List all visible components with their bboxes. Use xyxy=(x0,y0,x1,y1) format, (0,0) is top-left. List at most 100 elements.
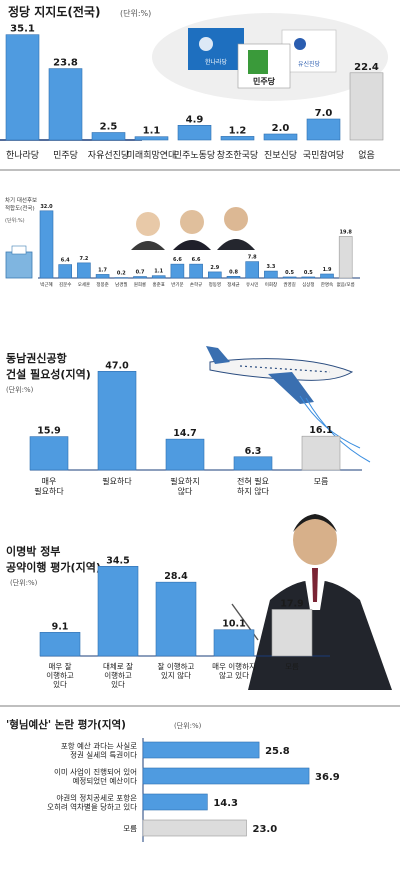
value-label-15: 1.9 xyxy=(323,267,332,273)
value-label-0: 9.1 xyxy=(52,621,69,632)
value-label-5: 1.2 xyxy=(229,125,247,136)
pledge-title-line2: 공약이행 평가(지역) xyxy=(6,560,101,574)
category-label-13: 권영길 xyxy=(283,281,295,288)
category-label-3-0: 전혀 필요 xyxy=(237,476,269,486)
category-label-0-0: 포항 예산 과다는 사실로 xyxy=(61,741,137,751)
bar-10 xyxy=(226,276,241,279)
value-label-1: 23.8 xyxy=(53,58,78,69)
candidate-portraits xyxy=(131,207,255,250)
airplane-windows xyxy=(239,365,331,373)
president-face xyxy=(293,515,337,565)
portrait-3-face xyxy=(224,207,248,231)
president-tie xyxy=(312,568,318,602)
party-support-title: 정당 지지도(전국) xyxy=(8,4,100,19)
bar-4 xyxy=(177,125,212,141)
bar-5 xyxy=(220,136,255,141)
bar-3 xyxy=(233,456,273,471)
president-hair xyxy=(293,514,337,532)
category-label-2-0: 필요하지 xyxy=(170,476,199,486)
portrait-2-body xyxy=(173,240,211,250)
value-label-6: 2.0 xyxy=(272,123,290,134)
bar-6 xyxy=(151,275,166,279)
value-label-1: 36.9 xyxy=(315,772,340,783)
value-label-4: 17.9 xyxy=(280,598,303,609)
logo-minju-text: 민주당 xyxy=(253,76,276,86)
bar-3 xyxy=(134,136,169,141)
category-label-14: 심상정 xyxy=(302,281,314,288)
logo-hannara-box xyxy=(188,28,244,70)
portrait-3-body xyxy=(217,239,255,250)
airplane-tail xyxy=(206,346,230,364)
category-label-5: 창조한국당 xyxy=(217,150,258,161)
category-label-1-1: 예정되었던 예산이다 xyxy=(73,776,138,786)
bar-7 xyxy=(170,263,185,279)
category-label-1-0: 이미 사업이 진행되어 있어 xyxy=(54,767,137,777)
category-label-16: 없음/모름 xyxy=(337,281,355,288)
category-label-11: 유시민 xyxy=(246,281,258,288)
category-label-0: 한나라당 xyxy=(6,150,39,161)
value-label-11: 7.8 xyxy=(248,255,257,261)
bar-11 xyxy=(245,261,259,279)
portrait-1-body xyxy=(131,241,165,250)
value-label-3: 6.3 xyxy=(245,446,262,457)
category-label-2-0: 잘 이행하고 xyxy=(158,661,195,671)
logo-minju: 민주당 xyxy=(237,43,291,89)
bar-3 xyxy=(95,274,110,279)
hbar-2 xyxy=(142,793,208,811)
party-support-bars: 35.1 한나라당 23.8 민주당 2.5 자유선진당 1.1 미래희망연대 4.9 민주노동당… xyxy=(0,24,384,161)
bar-15 xyxy=(320,273,334,279)
value-label-0: 25.8 xyxy=(265,746,290,757)
pledge-title-line1: 이명박 정부 xyxy=(6,544,60,558)
budget-title: '형님예산' 논란 평가(지역) xyxy=(6,718,126,731)
category-label-9: 정동영 xyxy=(209,281,221,288)
value-label-1: 47.0 xyxy=(105,360,129,371)
logo-yusin: 유신진당 xyxy=(281,29,337,73)
value-label-7: 6.6 xyxy=(173,257,182,263)
value-label-0: 15.9 xyxy=(37,426,60,437)
value-label-16: 19.8 xyxy=(340,229,353,235)
bar-5 xyxy=(133,276,147,279)
category-label-0-1: 필요하다 xyxy=(34,486,64,496)
category-label-2: 자유선진당 xyxy=(88,150,129,161)
bar-0 xyxy=(39,210,54,279)
category-label-10: 정세균 xyxy=(227,281,239,288)
value-label-3: 23.0 xyxy=(253,824,278,835)
party-support-unit: (단위:%) xyxy=(120,8,151,18)
value-label-13: 0.5 xyxy=(285,270,294,276)
airport-unit: (단위:%) xyxy=(6,385,34,394)
bar-0 xyxy=(5,34,40,141)
value-label-5: 0.7 xyxy=(136,270,145,276)
value-label-1: 6.4 xyxy=(61,258,70,264)
value-label-3: 1.1 xyxy=(143,126,161,137)
budget-unit: (단위:%) xyxy=(174,721,202,730)
bar-0 xyxy=(39,632,81,657)
logo-yusin-box xyxy=(281,29,337,73)
category-label-0-1: 정권 실세의 특권이다 xyxy=(70,750,137,760)
ballot-box-illustration xyxy=(5,245,33,279)
bar-13 xyxy=(282,276,297,279)
logo-hannara-text: 한나라당 xyxy=(205,58,228,66)
bar-1 xyxy=(97,565,139,657)
category-label-3: 정몽준 xyxy=(96,281,108,288)
category-label-0-1: 이행하고 xyxy=(46,670,74,680)
bar-16 xyxy=(338,236,353,279)
category-label-5: 원희룡 xyxy=(134,281,146,288)
bar-6 xyxy=(263,133,298,141)
category-label-0-0: 매우 잘 xyxy=(48,662,71,671)
candidate-label-line2: 적합도(전국) xyxy=(5,204,35,212)
logo-yusin-emblem xyxy=(294,38,306,50)
value-label-3: 10.1 xyxy=(222,619,245,630)
category-label-4: 남경필 xyxy=(115,281,127,288)
value-label-4: 0.2 xyxy=(117,271,126,277)
value-label-10: 0.8 xyxy=(229,269,238,275)
category-label-4-0: 모름 xyxy=(285,662,299,671)
value-label-2: 14.3 xyxy=(213,798,238,809)
portrait-1-face xyxy=(136,212,160,236)
bar-3 xyxy=(213,629,255,657)
section-budget-controversy: '형님예산' 논란 평가(지역) (단위:%) 25.8 포항 예산 과다는 사실… xyxy=(6,718,340,842)
category-label-1-1: 이행하고 xyxy=(104,670,132,680)
value-label-8: 22.4 xyxy=(354,62,379,73)
